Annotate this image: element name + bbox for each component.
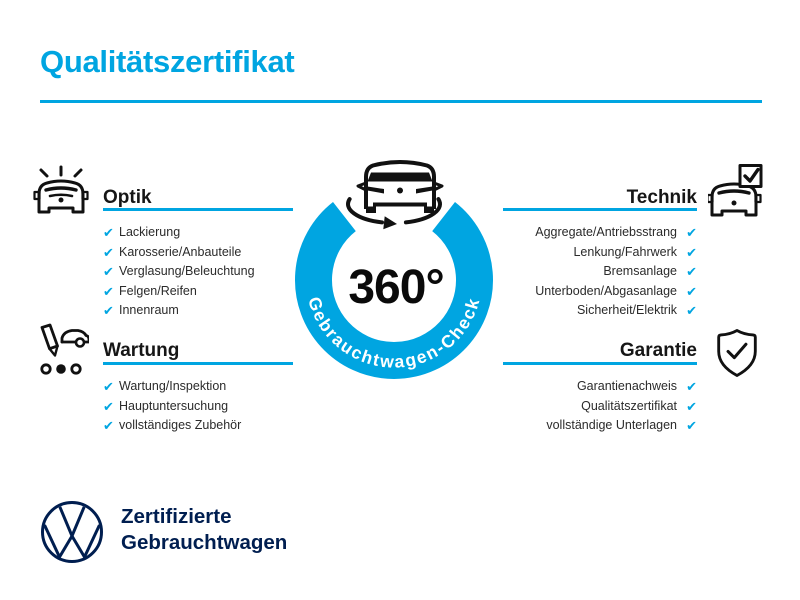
brand-wordmark: Zertifizierte Gebrauchtwagen	[121, 504, 287, 555]
car-360-rotation-icon	[356, 160, 444, 213]
list-item-label: Garantienachweis	[576, 379, 677, 393]
section-list-technik: Aggregate/Antriebsstrang ✔ Lenkung/Fahrwe…	[535, 223, 697, 321]
rotation-arrow-icon	[346, 197, 442, 230]
list-item-label: Verglasung/Beleuchtung	[119, 264, 255, 278]
list-item-label: vollständige Unterlagen	[546, 418, 677, 432]
section-rule-garantie	[503, 362, 697, 365]
section-title-wartung: Wartung	[103, 340, 180, 361]
section-rule-wartung	[103, 362, 293, 365]
vw-logo-icon	[41, 501, 103, 563]
list-item-label: Felgen/Reifen	[119, 283, 197, 298]
list-item: Garantienachweis ✔	[546, 377, 697, 397]
title-rule	[40, 100, 762, 103]
list-item: vollständige Unterlagen ✔	[546, 416, 697, 436]
list-item: Bremsanlage ✔	[535, 262, 697, 282]
list-item-label: Bremsanlage	[603, 264, 677, 278]
list-item-label: Sicherheit/Elektrik	[576, 303, 677, 317]
list-item: ✔ Wartung/Inspektion	[103, 377, 241, 397]
list-item: ✔ vollständiges Zubehör	[103, 416, 241, 436]
list-item: ✔ Verglasung/Beleuchtung	[103, 262, 255, 282]
list-item-label: vollständiges Zubehör	[119, 418, 242, 432]
section-list-optik: ✔ Lackierung ✔ Karosserie/Anbauteile ✔ Verg…	[103, 223, 255, 321]
list-item-label: Lenkung/Fahrwerk	[573, 244, 677, 259]
check-icon: ✔	[686, 264, 697, 279]
brand-line-1: Zertifizierte	[121, 505, 232, 528]
section-title-optik: Optik	[103, 187, 152, 208]
check-icon: ✔	[103, 264, 114, 279]
service-checklist-icon	[40, 323, 89, 375]
list-item-label: Karosserie/Anbauteile	[119, 244, 242, 259]
car-checkbox-icon	[708, 164, 763, 217]
check-icon: ✔	[103, 398, 114, 414]
check-icon: ✔	[103, 379, 114, 394]
page-title: Qualitätszertifikat	[40, 44, 295, 79]
list-item: ✔ Karosserie/Anbauteile	[103, 243, 255, 263]
list-item-label: Innenraum	[119, 303, 179, 317]
list-item: ✔ Hauptuntersuchung	[103, 397, 241, 417]
section-list-wartung: ✔ Wartung/Inspektion ✔ Hauptuntersuchung ✔…	[103, 377, 241, 436]
brand-line-2: Gebrauchtwagen	[121, 530, 288, 554]
list-item-label: Qualitätszertifikat	[581, 398, 677, 413]
list-item: Lenkung/Fahrwerk ✔	[535, 243, 697, 263]
section-rule-technik	[503, 208, 697, 211]
car-shine-icon	[33, 165, 89, 214]
check-icon: ✔	[686, 418, 697, 433]
check-icon: ✔	[103, 418, 114, 433]
section-title-garantie: Garantie	[619, 340, 697, 361]
badge-360-graphic: 360° Gebrauchtwagen-Check	[295, 160, 493, 379]
degrees-label: 360°	[348, 261, 443, 314]
check-icon: ✔	[686, 225, 697, 240]
check-icon: ✔	[686, 398, 697, 414]
list-item: Aggregate/Antriebsstrang ✔	[535, 223, 697, 243]
section-list-garantie: Garantienachweis ✔ Qualitätszertifikat ✔ v…	[546, 377, 697, 436]
list-item: ✔ Felgen/Reifen	[103, 282, 255, 302]
check-icon: ✔	[686, 283, 697, 299]
list-item-label: Hauptuntersuchung	[119, 398, 229, 413]
check-icon: ✔	[103, 303, 114, 318]
check-icon: ✔	[103, 225, 114, 240]
list-item: Sicherheit/Elektrik ✔	[535, 301, 697, 321]
list-item: ✔ Innenraum	[103, 301, 255, 321]
section-rule-optik	[103, 208, 293, 211]
section-title-technik: Technik	[626, 187, 697, 208]
list-item: Unterboden/Abgasanlage ✔	[535, 282, 697, 302]
ring-arc	[295, 202, 493, 379]
check-icon: ✔	[686, 244, 697, 260]
check-icon: ✔	[103, 283, 114, 299]
list-item: Qualitätszertifikat ✔	[546, 397, 697, 417]
check-icon: ✔	[103, 244, 114, 260]
list-item-label: Wartung/Inspektion	[119, 379, 227, 393]
list-item-label: Lackierung	[119, 225, 181, 239]
shield-check-icon	[717, 329, 757, 377]
list-item-label: Aggregate/Antriebsstrang	[535, 225, 677, 239]
list-item: ✔ Lackierung	[103, 223, 255, 243]
check-icon: ✔	[686, 303, 697, 318]
list-item-label: Unterboden/Abgasanlage	[535, 283, 677, 298]
check-icon: ✔	[686, 379, 697, 394]
